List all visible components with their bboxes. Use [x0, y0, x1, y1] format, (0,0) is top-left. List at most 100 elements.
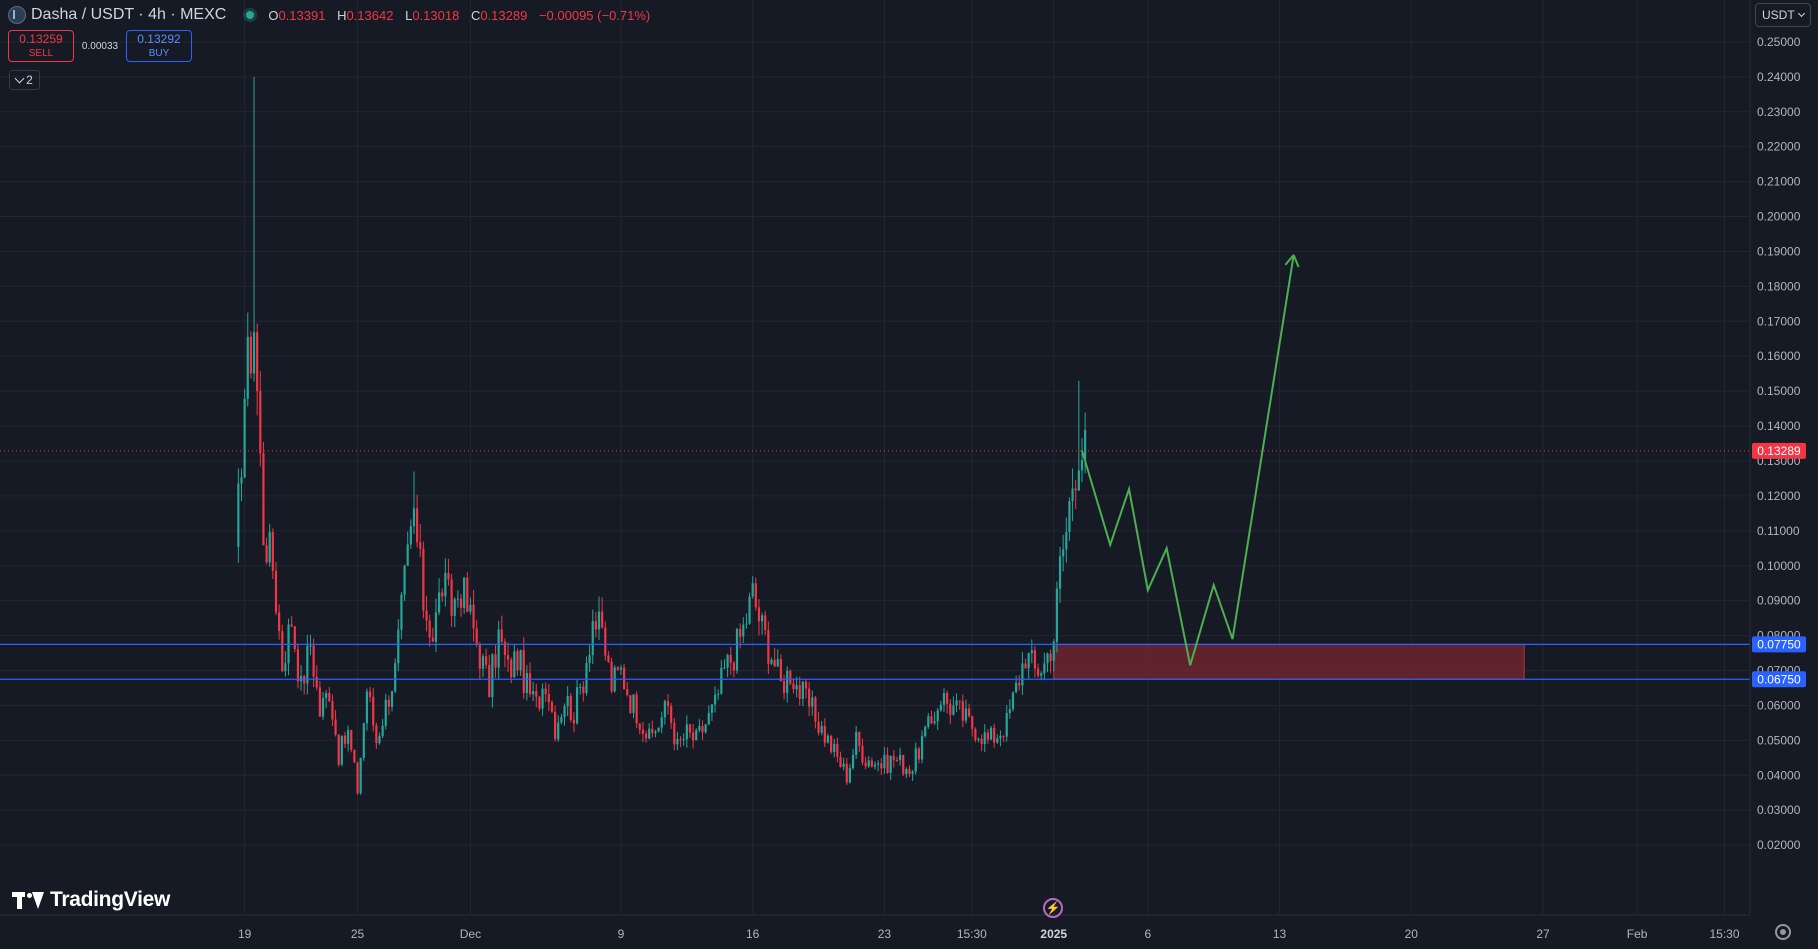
candle-body: [306, 645, 309, 684]
candle-body: [569, 695, 572, 720]
candle-body: [262, 453, 265, 546]
candle-body: [343, 735, 347, 744]
candle-body: [1065, 532, 1068, 550]
chevron-down-icon: [14, 73, 25, 83]
time-tick-label: 20: [1405, 927, 1419, 941]
candle-body: [575, 687, 579, 724]
price-tick-label: 0.18000: [1757, 279, 1801, 293]
price-tick-label: 0.16000: [1757, 349, 1801, 363]
high-label: H: [337, 7, 347, 23]
candle-body: [1033, 650, 1037, 669]
candle-body: [409, 526, 412, 545]
candle-body: [500, 629, 503, 642]
candle-body: [1018, 682, 1021, 686]
projection-arrowhead: [1284, 254, 1295, 266]
candle-body: [808, 688, 811, 707]
candle-body: [688, 724, 692, 733]
candle-body: [760, 615, 764, 622]
lightning-icon[interactable]: ⚡: [1043, 898, 1063, 918]
candle-body: [453, 599, 456, 616]
candle-body: [829, 735, 833, 752]
candle-body: [974, 728, 977, 740]
candle-body: [566, 695, 569, 707]
candle-body: [522, 650, 525, 694]
candle-body: [754, 583, 757, 608]
open-value: 0.13391: [278, 7, 326, 23]
candle-body: [528, 673, 532, 695]
indicators-toggle-button[interactable]: 2: [9, 70, 40, 90]
projection-path: [1081, 254, 1295, 666]
candle-body: [1055, 588, 1058, 642]
level-price-label: 0.06750: [1757, 672, 1801, 686]
price-tick-label: 0.02000: [1757, 838, 1801, 852]
candle-body: [594, 621, 597, 630]
candle-body: [491, 654, 494, 698]
candle-body: [246, 336, 249, 399]
candle-body: [321, 698, 325, 717]
close-value: 0.13289: [480, 7, 528, 23]
candle-body: [318, 687, 321, 717]
time-axis: 19 25 Dec 9 16 23 15:30 2025 6 13 20 27 Feb 15:30: [0, 914, 1750, 941]
candle-body: [823, 725, 826, 743]
price-tick-label: 0.21000: [1757, 175, 1801, 189]
candle-body: [635, 694, 638, 724]
candle-body: [585, 663, 588, 693]
candle-body: [604, 627, 607, 656]
currency-select[interactable]: USDT: [1755, 3, 1811, 27]
candle-body: [651, 728, 654, 734]
candle-body: [660, 717, 663, 728]
candle-body: [873, 764, 877, 767]
candle-body: [666, 701, 670, 707]
candle-body: [472, 604, 475, 629]
candle-body: [463, 577, 466, 608]
candle-body: [908, 769, 911, 774]
symbol-title[interactable]: Dasha / USDT · 4h · MEXC: [31, 6, 227, 23]
tradingview-logo[interactable]: TradingView: [12, 888, 170, 912]
candle-body: [773, 659, 776, 667]
candle-body: [817, 721, 820, 733]
candle-body: [1062, 549, 1065, 557]
gear-icon[interactable]: [1775, 924, 1791, 940]
candles-group: [237, 76, 1087, 795]
candle-body: [748, 596, 751, 624]
candle-body: [347, 730, 350, 744]
sell-button[interactable]: 0.13259 SELL: [8, 30, 74, 62]
time-tick-label: 16: [746, 927, 760, 941]
candle-body: [811, 697, 814, 707]
candle-body: [983, 732, 986, 744]
time-tick-label: 15:30: [1710, 927, 1740, 941]
candle-body: [390, 691, 394, 707]
candle-body: [535, 691, 538, 697]
candle-body: [789, 670, 792, 684]
candle-body: [905, 769, 908, 775]
candle-body: [638, 723, 641, 730]
candle-body: [510, 659, 513, 678]
candle-body: [340, 735, 343, 765]
candle-body: [293, 626, 296, 650]
candle-body: [601, 611, 604, 628]
market-open-icon: [246, 11, 255, 19]
price-tick-label: 0.19000: [1757, 244, 1801, 258]
support-zone-group: [1053, 643, 1525, 680]
candle-body: [616, 667, 619, 670]
candle-body: [309, 645, 312, 647]
candle-body: [1074, 488, 1077, 491]
buy-button[interactable]: 0.13292 BUY: [126, 30, 192, 62]
candle-body: [946, 692, 949, 704]
low-label: L: [405, 7, 413, 23]
candle-body: [315, 676, 318, 688]
price-tick-label: 0.23000: [1757, 105, 1801, 119]
candle-body: [751, 583, 754, 597]
candle-body: [993, 727, 996, 743]
candle-body: [924, 726, 927, 737]
support-zone: [1053, 643, 1525, 680]
candle-body: [384, 699, 387, 726]
candle-body: [663, 701, 666, 718]
candle-body: [328, 692, 331, 702]
candle-body: [786, 670, 789, 693]
candle-body: [911, 771, 914, 774]
candle-body: [372, 696, 375, 726]
candle-body: [679, 739, 682, 741]
candle-body: [359, 758, 362, 794]
